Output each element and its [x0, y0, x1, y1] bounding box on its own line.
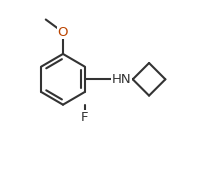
Text: O: O	[58, 26, 68, 39]
Text: F: F	[81, 111, 89, 124]
Text: HN: HN	[111, 73, 131, 86]
